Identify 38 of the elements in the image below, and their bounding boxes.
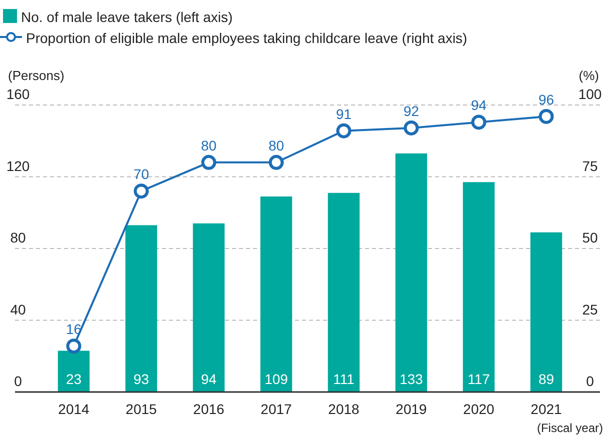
y-axis-title: (Persons)	[8, 68, 64, 83]
data-label: 80	[200, 137, 217, 154]
data-label: 92	[403, 102, 420, 119]
y-tick-label: 40	[10, 301, 26, 318]
x-axis-title: (Fiscal year)	[536, 421, 603, 435]
data-label: 94	[470, 97, 487, 114]
y-tick-label: 0	[14, 373, 22, 389]
data-label: 109	[264, 371, 288, 387]
x-tick-label: 2015	[126, 401, 158, 417]
y2-tick-label: 25	[582, 301, 598, 318]
x-tick-label: 2016	[193, 401, 225, 417]
y2-tick-label: 0	[586, 373, 594, 389]
y-tick-label: 80	[10, 230, 26, 246]
data-label: 117	[468, 371, 490, 387]
data-label: 70	[133, 166, 150, 182]
y-tick-label: 160	[6, 86, 30, 102]
data-label: 80	[268, 137, 284, 154]
y2-tick-label: 100	[578, 86, 602, 102]
data-label: 23	[66, 371, 82, 387]
data-label: 94	[200, 371, 217, 387]
x-tick-label: 2017	[260, 401, 292, 417]
legend-label: Proportion of eligible male employees taking childcare leave (right axis)	[26, 30, 468, 46]
data-label: 96	[538, 91, 554, 108]
data-label: 111	[333, 371, 355, 387]
data-label: 89	[538, 371, 554, 387]
y2-axis-title: (%)	[578, 68, 599, 83]
x-tick-label: 2020	[463, 401, 495, 417]
data-label: 133	[400, 371, 424, 387]
x-tick-label: 2018	[328, 401, 360, 417]
y2-tick-label: 75	[582, 158, 598, 174]
x-tick-label: 2014	[58, 401, 90, 417]
data-label: 93	[133, 371, 150, 387]
y-tick-label: 120	[6, 158, 30, 174]
y2-tick-label: 50	[582, 230, 598, 246]
x-tick-label: 2021	[530, 401, 562, 417]
legend-label: No. of male leave takers (left axis)	[21, 9, 233, 25]
x-tick-label: 2019	[396, 401, 428, 417]
data-label: 91	[336, 106, 352, 122]
